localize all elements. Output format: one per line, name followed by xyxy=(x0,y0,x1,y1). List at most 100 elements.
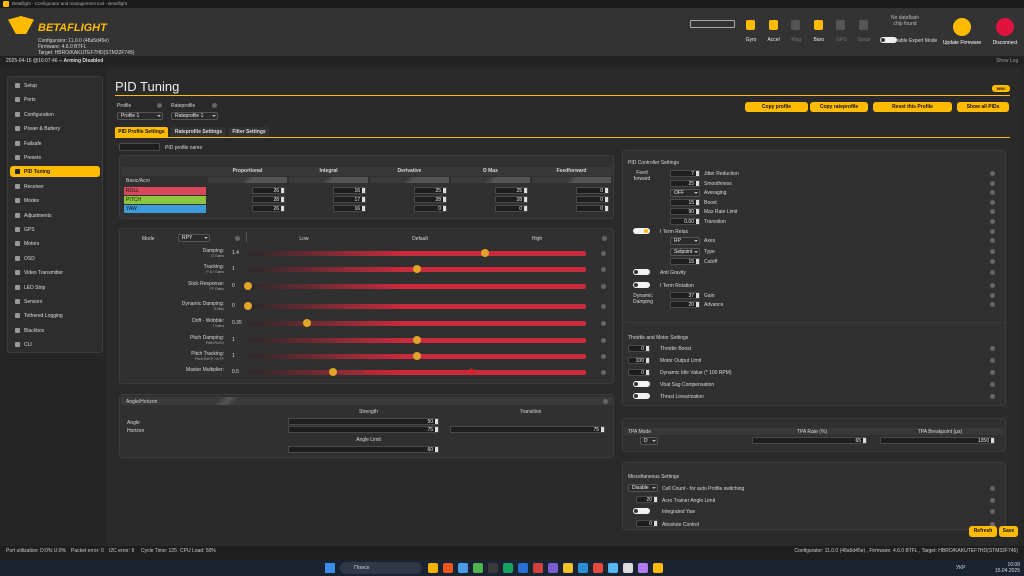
slider-track[interactable] xyxy=(248,304,586,309)
tab[interactable]: Filter Settings xyxy=(229,127,269,137)
taskbar-app[interactable] xyxy=(518,563,528,573)
pid-value[interactable]: 28 xyxy=(252,196,285,203)
slider-track[interactable] xyxy=(248,370,586,375)
pid-value[interactable]: 25 xyxy=(495,187,528,194)
slider-knob[interactable] xyxy=(328,368,337,376)
pid-value[interactable]: 0 xyxy=(576,196,609,203)
toggle[interactable] xyxy=(633,228,650,234)
absolute-control[interactable]: 0 xyxy=(636,520,658,527)
tpa-mode[interactable]: D xyxy=(640,437,658,445)
pid-value[interactable]: 0 xyxy=(576,187,609,194)
slider-knob[interactable] xyxy=(413,352,421,360)
slider-knob[interactable] xyxy=(480,249,489,257)
taskbar-app[interactable] xyxy=(563,563,573,573)
taskbar-app[interactable] xyxy=(608,563,618,573)
setting-value[interactable]: 0 xyxy=(628,345,650,352)
angle-limit[interactable]: 60 xyxy=(288,446,439,453)
refresh-button[interactable]: Refresh xyxy=(969,526,997,537)
toggle[interactable] xyxy=(633,269,650,275)
slider-knob[interactable] xyxy=(244,282,252,290)
pid-value[interactable]: 25 xyxy=(414,187,447,194)
slider-knob[interactable] xyxy=(244,302,252,310)
taskbar-app[interactable] xyxy=(428,563,438,573)
column-banner xyxy=(451,177,530,183)
pid-value[interactable]: 0 xyxy=(576,205,609,212)
pid-value[interactable]: 26 xyxy=(252,205,285,212)
taskbar-app[interactable] xyxy=(503,563,513,573)
rateprofile-select[interactable]: Rateprofile 1 xyxy=(171,112,218,120)
toggle[interactable] xyxy=(633,381,650,387)
taskbar-app[interactable] xyxy=(638,563,648,573)
tab[interactable]: PID Profile Settings xyxy=(115,127,168,137)
setting-value[interactable]: 90 xyxy=(670,208,700,216)
slider-knob[interactable] xyxy=(303,319,312,327)
menu-item[interactable] xyxy=(10,166,100,178)
menu-icon xyxy=(15,255,20,261)
slider-knob[interactable] xyxy=(413,265,421,273)
pid-value[interactable]: 0 xyxy=(495,205,528,212)
angle-strength[interactable]: 50 xyxy=(288,418,439,425)
save-button[interactable]: Save xyxy=(999,526,1018,537)
setting-value[interactable]: 20 xyxy=(670,301,700,308)
taskbar-app[interactable] xyxy=(488,563,498,573)
pid-value[interactable]: 28 xyxy=(495,196,528,203)
setting-value[interactable]: 25 xyxy=(670,179,700,187)
setting-value[interactable]: 7 xyxy=(670,170,700,177)
toggle[interactable] xyxy=(633,508,650,514)
setting-value[interactable]: 15 xyxy=(670,198,700,206)
cell-count[interactable]: Disable xyxy=(628,484,658,492)
action-button[interactable]: Copy rateprofile xyxy=(810,102,868,112)
taskbar-app[interactable] xyxy=(653,563,663,573)
action-button[interactable]: Show all PIDs xyxy=(957,102,1009,112)
pid-value[interactable]: 17 xyxy=(333,196,366,203)
pid-value[interactable]: 28 xyxy=(414,196,447,203)
setting-select[interactable]: RP xyxy=(670,237,700,245)
setting-value[interactable]: 0.00 xyxy=(670,218,700,225)
horizon-transition[interactable]: 75 xyxy=(450,426,605,433)
taskbar-app[interactable] xyxy=(623,563,633,573)
update-firmware-icon[interactable] xyxy=(953,18,971,36)
spinner xyxy=(991,438,994,443)
taskbar-app[interactable] xyxy=(578,563,588,573)
horizon-strength[interactable]: 75 xyxy=(288,426,439,433)
toggle[interactable] xyxy=(633,282,650,288)
setting-select[interactable]: Setpoint xyxy=(670,247,700,256)
slider-track[interactable] xyxy=(248,251,586,256)
mode-select[interactable]: RPY xyxy=(178,234,210,242)
toggle[interactable] xyxy=(880,37,897,43)
taskbar-app[interactable] xyxy=(473,563,483,573)
pid-value[interactable]: 0 xyxy=(414,205,447,212)
taskbar-app[interactable] xyxy=(443,563,453,573)
profile-name-input[interactable] xyxy=(119,143,160,151)
pid-value[interactable]: 26 xyxy=(252,187,285,194)
taskbar-app[interactable] xyxy=(458,563,468,573)
tpa-mode-label: TPA Mode xyxy=(628,429,651,435)
setting-value[interactable]: 100 xyxy=(628,357,650,364)
wiki-button[interactable]: WIKI xyxy=(992,85,1010,92)
slider-track[interactable] xyxy=(248,321,586,326)
tpa-rate[interactable]: 65 xyxy=(752,437,867,444)
slider-knob[interactable] xyxy=(413,336,421,344)
taskbar-app[interactable] xyxy=(548,563,558,573)
pid-value[interactable]: 16 xyxy=(333,205,366,212)
column-header: D Max xyxy=(483,168,498,174)
taskbar-app[interactable] xyxy=(593,563,603,573)
action-button[interactable]: Copy profile xyxy=(745,102,808,112)
slider-track[interactable] xyxy=(248,284,586,289)
acro-trainer[interactable]: 20 xyxy=(636,496,658,503)
disconnect-icon[interactable] xyxy=(996,18,1014,36)
start-button[interactable] xyxy=(325,563,335,573)
pid-value[interactable]: 16 xyxy=(333,187,366,194)
toggle[interactable] xyxy=(633,393,650,399)
profile-select[interactable]: Profile 1 xyxy=(117,112,163,120)
taskbar-app[interactable] xyxy=(533,563,543,573)
tpa-breakpoint[interactable]: 1350 xyxy=(880,437,995,444)
setting-select[interactable]: OFF xyxy=(670,189,700,198)
setting-value[interactable]: 15 xyxy=(670,258,700,265)
tab[interactable]: Rateprofile Settings xyxy=(171,127,226,137)
setting-value[interactable]: 37 xyxy=(670,292,700,299)
setting-value[interactable]: 0 xyxy=(628,369,650,376)
dataflash: No dataflash chip found xyxy=(890,15,920,27)
action-button[interactable]: Reset this Profile xyxy=(873,102,952,112)
search-box[interactable] xyxy=(340,562,422,574)
